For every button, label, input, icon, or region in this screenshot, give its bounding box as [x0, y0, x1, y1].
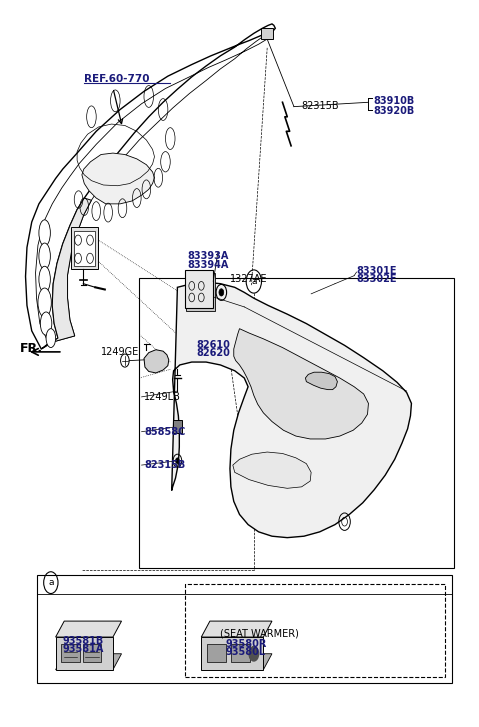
Text: 1249GE: 1249GE: [101, 347, 139, 357]
Polygon shape: [56, 621, 122, 637]
FancyBboxPatch shape: [36, 575, 452, 683]
Polygon shape: [25, 24, 275, 349]
Text: 93581B: 93581B: [63, 635, 104, 646]
FancyBboxPatch shape: [139, 278, 455, 568]
Text: 1327AE: 1327AE: [230, 273, 267, 284]
Text: 82315B: 82315B: [302, 101, 339, 111]
FancyBboxPatch shape: [83, 644, 101, 662]
Polygon shape: [233, 452, 311, 489]
Ellipse shape: [39, 266, 50, 292]
Polygon shape: [82, 153, 155, 204]
Text: REF.60-770: REF.60-770: [84, 74, 150, 84]
Text: a: a: [251, 277, 257, 286]
Polygon shape: [234, 329, 368, 439]
Text: FR.: FR.: [20, 342, 43, 356]
Polygon shape: [201, 621, 272, 637]
Text: 85858C: 85858C: [144, 427, 185, 437]
Text: a: a: [48, 578, 54, 587]
Polygon shape: [144, 350, 169, 373]
Text: 93580L: 93580L: [225, 647, 265, 657]
FancyBboxPatch shape: [184, 270, 213, 308]
Text: 83920B: 83920B: [373, 106, 414, 116]
Polygon shape: [306, 372, 337, 390]
Text: 83910B: 83910B: [373, 96, 414, 106]
FancyBboxPatch shape: [61, 644, 80, 662]
Circle shape: [249, 646, 259, 661]
Text: 93580R: 93580R: [225, 638, 266, 648]
Polygon shape: [201, 637, 263, 670]
FancyBboxPatch shape: [207, 644, 226, 662]
Polygon shape: [41, 198, 91, 349]
Text: 1249LB: 1249LB: [144, 392, 181, 402]
FancyBboxPatch shape: [186, 273, 215, 310]
FancyBboxPatch shape: [71, 227, 98, 269]
Ellipse shape: [40, 312, 52, 335]
Polygon shape: [56, 637, 113, 670]
Polygon shape: [201, 654, 272, 670]
Text: 83394A: 83394A: [187, 260, 228, 270]
Text: 93581A: 93581A: [63, 644, 104, 654]
FancyBboxPatch shape: [173, 420, 182, 433]
Text: 82610: 82610: [196, 340, 230, 350]
FancyBboxPatch shape: [231, 644, 250, 662]
Ellipse shape: [39, 243, 50, 269]
Ellipse shape: [38, 288, 51, 317]
Text: 83393A: 83393A: [187, 251, 228, 261]
Text: 83301E: 83301E: [356, 265, 397, 276]
Ellipse shape: [46, 329, 56, 348]
Ellipse shape: [39, 220, 50, 246]
FancyBboxPatch shape: [262, 28, 273, 39]
Polygon shape: [56, 654, 122, 670]
Circle shape: [175, 458, 179, 464]
Text: (SEAT WARMER): (SEAT WARMER): [220, 628, 299, 638]
Text: 83302E: 83302E: [356, 274, 397, 284]
Circle shape: [219, 289, 224, 296]
Text: 82315B: 82315B: [144, 460, 185, 470]
FancyBboxPatch shape: [74, 230, 95, 265]
Text: 82620: 82620: [196, 348, 230, 358]
Polygon shape: [171, 282, 411, 538]
